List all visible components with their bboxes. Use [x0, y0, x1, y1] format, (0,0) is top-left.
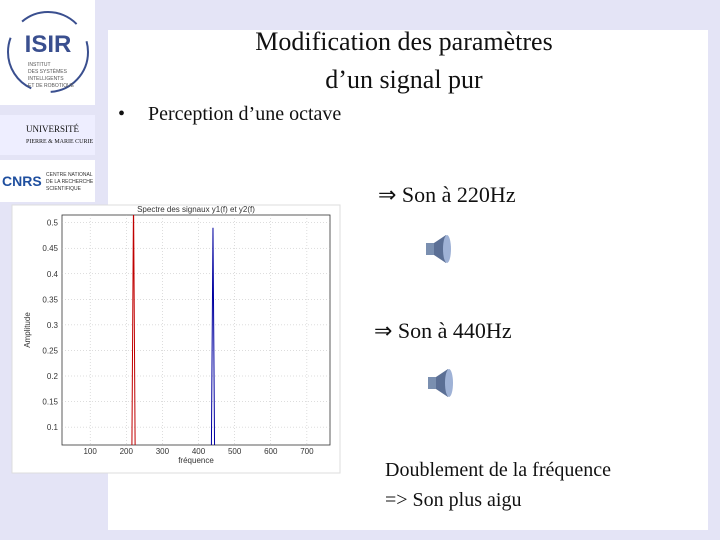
isir-sub: INSTITUT — [28, 62, 51, 68]
plot: 0.1 0.15 0.2 0.25 0.3 0.35 0.4 0.45 0.5 100 200 300… — [42, 215, 330, 456]
y-tick-label: 0.45 — [42, 244, 58, 253]
speaker-icon[interactable] — [426, 235, 451, 263]
isir-sub: DES SYSTÈMES — [28, 68, 68, 75]
logo-box — [0, 0, 95, 105]
x-axis-label: fréquence — [178, 456, 214, 465]
speaker-icon[interactable] — [428, 369, 453, 397]
logo-ring — [7, 11, 89, 93]
sound-label: ⇒ Son à 220Hz — [378, 182, 516, 207]
upmc-box — [0, 115, 95, 155]
x-tick-label: 500 — [228, 447, 242, 456]
y-tick-label: 0.1 — [47, 423, 59, 432]
x-tick-label: 100 — [83, 447, 97, 456]
series-line — [210, 227, 216, 445]
y-axis-label: Amplitude — [23, 312, 32, 348]
chart-title: Spectre des signaux y1(f) et y2(f) — [137, 205, 255, 214]
y-tick-label: 0.15 — [42, 398, 58, 407]
conclusion: => Son plus aigu — [385, 489, 521, 511]
x-tick-label: 200 — [120, 447, 134, 456]
cnrs-sub: DE LA RECHERCHE — [46, 179, 94, 185]
cnrs-logo: CNRS — [2, 173, 42, 189]
conclusion: Doublement de la fréquence — [385, 459, 611, 481]
y-tick-label: 0.25 — [42, 346, 58, 355]
y-tick-label: 0.35 — [42, 295, 58, 304]
isir-sub: INTELLIGENTS — [28, 76, 64, 82]
cnrs-sub: SCIENTIFIQUE — [46, 186, 82, 192]
x-tick-label: 600 — [264, 447, 278, 456]
y-tick-label: 0.3 — [47, 321, 59, 330]
isir-sub: ET DE ROBOTIQUE — [28, 83, 75, 89]
plot-area — [61, 214, 331, 446]
bullet-mark: • — [118, 103, 125, 125]
y-tick-label: 0.4 — [47, 270, 59, 279]
bullet-text: Perception d’une octave — [148, 103, 341, 125]
slide-title: Modification des paramètres — [255, 27, 552, 56]
upmc-logo: PIERRE & MARIE CURIE — [26, 139, 94, 145]
y-tick-label: 0.5 — [47, 219, 59, 228]
x-tick-label: 400 — [192, 447, 206, 456]
y-tick-label: 0.2 — [47, 372, 59, 381]
cnrs-sub: CENTRE NATIONAL — [46, 172, 93, 178]
x-tick-label: 300 — [156, 447, 170, 456]
slide-title: d’un signal pur — [325, 65, 483, 94]
isir-logo: ISIR — [25, 31, 72, 58]
upmc-logo: UNIVERSITÉ — [26, 124, 79, 134]
x-tick-label: 700 — [300, 447, 314, 456]
sound-label: ⇒ Son à 440Hz — [374, 318, 512, 343]
cnrs-box — [0, 160, 95, 202]
